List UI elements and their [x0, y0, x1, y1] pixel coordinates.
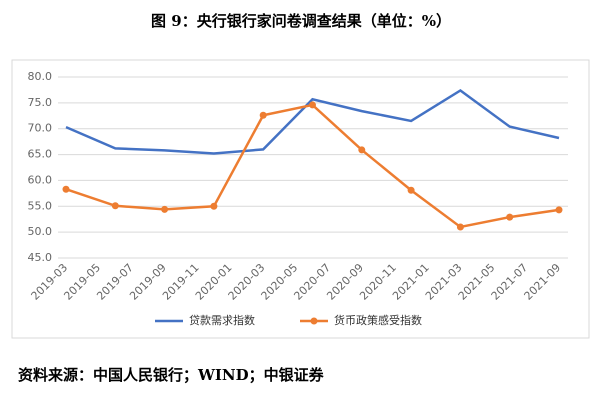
point-marker — [506, 213, 514, 221]
point-marker — [407, 186, 415, 194]
point-marker — [161, 205, 169, 213]
x-tick-label: 2021-09 — [522, 261, 564, 303]
chart-title: 图 9：央行银行家问卷调查结果（单位：%） — [151, 12, 451, 30]
series-line — [65, 88, 560, 155]
chart-frame — [11, 59, 590, 339]
point-marker — [456, 223, 464, 231]
y-tick-label: 60.0 — [28, 173, 53, 186]
y-tick-label: 75.0 — [28, 96, 53, 109]
point-marker — [555, 206, 563, 214]
y-tick-label: 70.0 — [28, 122, 53, 135]
legend-label: 贷款需求指数 — [189, 313, 255, 327]
point-marker — [62, 185, 70, 193]
y-tick-label: 50.0 — [28, 225, 53, 238]
y-tick-label: 55.0 — [28, 199, 53, 212]
legend-label: 货币政策感受指数 — [334, 313, 422, 327]
series-line — [65, 103, 560, 229]
y-tick-label: 80.0 — [28, 70, 53, 83]
point-marker — [259, 111, 267, 119]
y-tick-label: 65.0 — [28, 148, 53, 161]
point-marker — [358, 146, 366, 154]
source-note: 资料来源：中国人民银行；WIND；中银证券 — [18, 366, 325, 384]
point-marker — [309, 101, 316, 109]
point-marker — [111, 202, 119, 210]
point-marker — [210, 202, 218, 210]
y-tick-label: 45.0 — [28, 251, 53, 264]
legend-marker — [310, 317, 318, 325]
